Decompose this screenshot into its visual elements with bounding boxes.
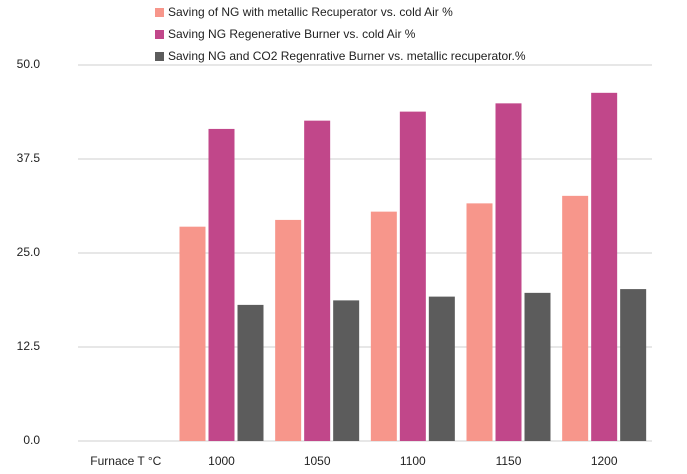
- legend-swatch: [155, 30, 164, 39]
- bar: [591, 92, 618, 441]
- x-tick-label: 1050: [304, 454, 331, 468]
- legend-label: Saving NG Regenerative Burner vs. cold A…: [168, 27, 416, 41]
- bar: [524, 292, 551, 441]
- legend-swatch: [155, 8, 164, 17]
- legend-swatch: [155, 52, 164, 61]
- bar: [370, 211, 397, 441]
- y-tick-label: 12.5: [17, 339, 41, 353]
- x-tick-label: 1100: [400, 454, 426, 468]
- bar: [620, 289, 647, 441]
- x-tick-label: 1150: [496, 454, 522, 468]
- y-tick-label: 25.0: [17, 245, 41, 259]
- bar: [333, 300, 360, 441]
- y-tick-label: 0.0: [23, 433, 40, 447]
- x-tick-label: 1000: [208, 454, 235, 468]
- bar: [275, 219, 302, 441]
- bar: [495, 103, 522, 442]
- bar: [179, 226, 206, 441]
- x-tick-label: Furnace T °C: [90, 454, 161, 468]
- bar: [428, 296, 455, 441]
- y-tick-label: 50.0: [17, 57, 41, 71]
- bar: [304, 120, 331, 441]
- bar: [399, 111, 426, 442]
- bar: [466, 203, 493, 441]
- legend-label: Saving NG and CO2 Regenrative Burner vs.…: [168, 49, 526, 63]
- legend-label: Saving of NG with metallic Recuperator v…: [168, 5, 453, 19]
- bar: [208, 128, 235, 442]
- bar: [562, 195, 589, 441]
- y-tick-label: 37.5: [17, 151, 41, 165]
- x-tick-label: 1200: [591, 454, 618, 468]
- bar: [237, 304, 264, 441]
